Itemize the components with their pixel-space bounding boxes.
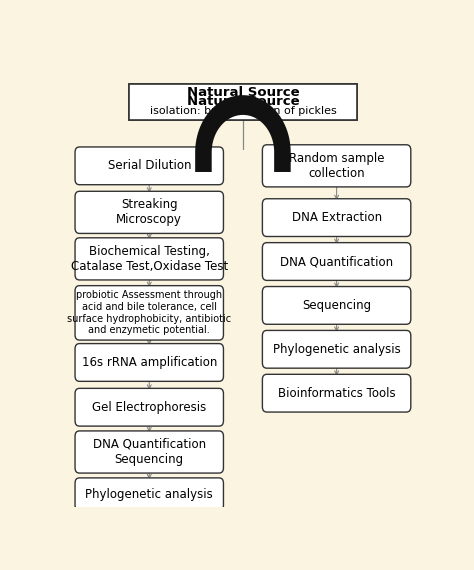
FancyBboxPatch shape xyxy=(263,243,411,280)
FancyBboxPatch shape xyxy=(75,286,223,340)
FancyBboxPatch shape xyxy=(129,84,357,120)
Text: Natural Source: Natural Source xyxy=(187,95,299,108)
FancyBboxPatch shape xyxy=(75,388,223,426)
FancyBboxPatch shape xyxy=(75,344,223,381)
Polygon shape xyxy=(195,95,291,172)
Text: Streaking
Microscopy: Streaking Microscopy xyxy=(116,198,182,226)
Text: probiotic Assessment through
acid and bile tolerance, cell
surface hydrophobicit: probiotic Assessment through acid and bi… xyxy=(67,291,231,335)
FancyBboxPatch shape xyxy=(75,147,223,185)
FancyBboxPatch shape xyxy=(75,478,223,510)
FancyBboxPatch shape xyxy=(75,431,223,473)
FancyBboxPatch shape xyxy=(263,374,411,412)
Text: Phylogenetic analysis: Phylogenetic analysis xyxy=(273,343,401,356)
FancyBboxPatch shape xyxy=(75,238,223,280)
Text: isolation: brine solution of pickles: isolation: brine solution of pickles xyxy=(150,105,336,116)
Text: Biochemical Testing,
Catalase Test,Oxidase Test: Biochemical Testing, Catalase Test,Oxida… xyxy=(71,245,228,273)
FancyBboxPatch shape xyxy=(263,287,411,324)
FancyBboxPatch shape xyxy=(263,331,411,368)
FancyBboxPatch shape xyxy=(263,199,411,237)
Text: 16s rRNA amplification: 16s rRNA amplification xyxy=(82,356,217,369)
Text: DNA Quantification
Sequencing: DNA Quantification Sequencing xyxy=(93,438,206,466)
Text: DNA Extraction: DNA Extraction xyxy=(292,211,382,224)
Text: Phylogenetic analysis: Phylogenetic analysis xyxy=(85,487,213,500)
Text: Gel Electrophoresis: Gel Electrophoresis xyxy=(92,401,206,414)
Text: Serial Dilution: Serial Dilution xyxy=(108,160,191,172)
FancyBboxPatch shape xyxy=(239,150,247,174)
FancyBboxPatch shape xyxy=(129,84,357,120)
FancyBboxPatch shape xyxy=(75,192,223,234)
Text: Natural Source: Natural Source xyxy=(187,86,299,99)
Text: Random sample
collection: Random sample collection xyxy=(289,152,384,180)
Text: Bioinformatics Tools: Bioinformatics Tools xyxy=(278,386,395,400)
Text: DNA Quantification: DNA Quantification xyxy=(280,255,393,268)
Text: Sequencing: Sequencing xyxy=(302,299,371,312)
FancyBboxPatch shape xyxy=(263,145,411,187)
